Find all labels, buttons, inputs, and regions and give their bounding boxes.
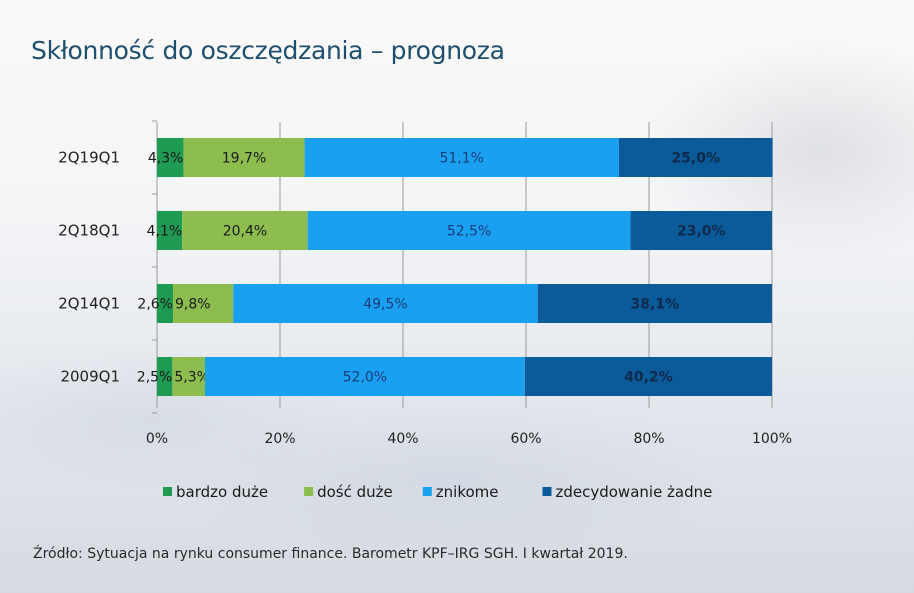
data-label: 49,5%	[363, 297, 407, 313]
data-label: 5,3%	[174, 370, 210, 386]
legend-swatch	[422, 487, 432, 496]
bar-segment	[304, 138, 619, 177]
x-tick-label: 100%	[752, 431, 792, 447]
legend-swatch	[542, 487, 552, 496]
data-label: 2,6%	[137, 297, 173, 313]
bar-segment	[172, 357, 205, 396]
data-label: 20,4%	[223, 224, 267, 240]
data-label: 52,0%	[343, 370, 387, 386]
legend-label: zdecydowanie żadne	[555, 483, 712, 501]
category-label: 2Q19Q1	[58, 149, 120, 167]
data-label: 25,0%	[671, 151, 720, 167]
bar-segment	[537, 284, 772, 323]
x-tick-label: 20%	[264, 431, 295, 447]
data-label: 38,1%	[631, 297, 680, 313]
legend-item: zdecydowanie żadne	[542, 483, 712, 501]
bar-segment	[307, 211, 631, 250]
bar-segment	[157, 138, 184, 177]
category-label: 2Q18Q1	[58, 222, 120, 240]
bar-segment	[157, 211, 183, 250]
legend-label: znikome	[436, 483, 499, 501]
legend-label: dość duże	[317, 483, 393, 501]
chart-title: Skłonność do oszczędzania – prognoza	[31, 36, 505, 65]
legend-item: bardzo duże	[163, 483, 268, 501]
bar-segment	[157, 284, 173, 323]
legend-label: bardzo duże	[176, 483, 268, 501]
bar-segment	[524, 357, 772, 396]
x-tick-label: 60%	[510, 431, 541, 447]
data-label: 52,5%	[447, 224, 491, 240]
category-label: 2009Q1	[60, 368, 120, 386]
legend-swatch	[304, 487, 314, 496]
bar-segment	[172, 284, 234, 323]
data-label: 2,5%	[137, 370, 173, 386]
data-label: 4,3%	[148, 151, 184, 167]
bar-segment	[204, 357, 525, 396]
source-note: Źródło: Sytuacja na rynku consumer finan…	[33, 546, 628, 562]
data-label: 9,8%	[175, 297, 211, 313]
data-label: 23,0%	[677, 224, 726, 240]
data-label: 51,1%	[439, 151, 483, 167]
x-tick-label: 40%	[387, 431, 418, 447]
bar-segment	[157, 357, 173, 396]
x-tick-label: 0%	[146, 431, 168, 447]
category-label: 2Q14Q1	[58, 295, 120, 313]
bar-segment	[630, 211, 772, 250]
data-label: 40,2%	[624, 370, 673, 386]
legend-item: dość duże	[304, 483, 393, 501]
bar-segment	[182, 211, 308, 250]
bar-segment	[618, 138, 773, 177]
legend-swatch	[163, 487, 172, 496]
data-label: 4,1%	[147, 224, 183, 240]
legend-item: znikome	[422, 483, 499, 501]
data-label: 19,7%	[222, 151, 266, 167]
bar-segment	[183, 138, 305, 177]
bar-segment	[233, 284, 538, 323]
x-tick-label: 80%	[633, 431, 664, 447]
